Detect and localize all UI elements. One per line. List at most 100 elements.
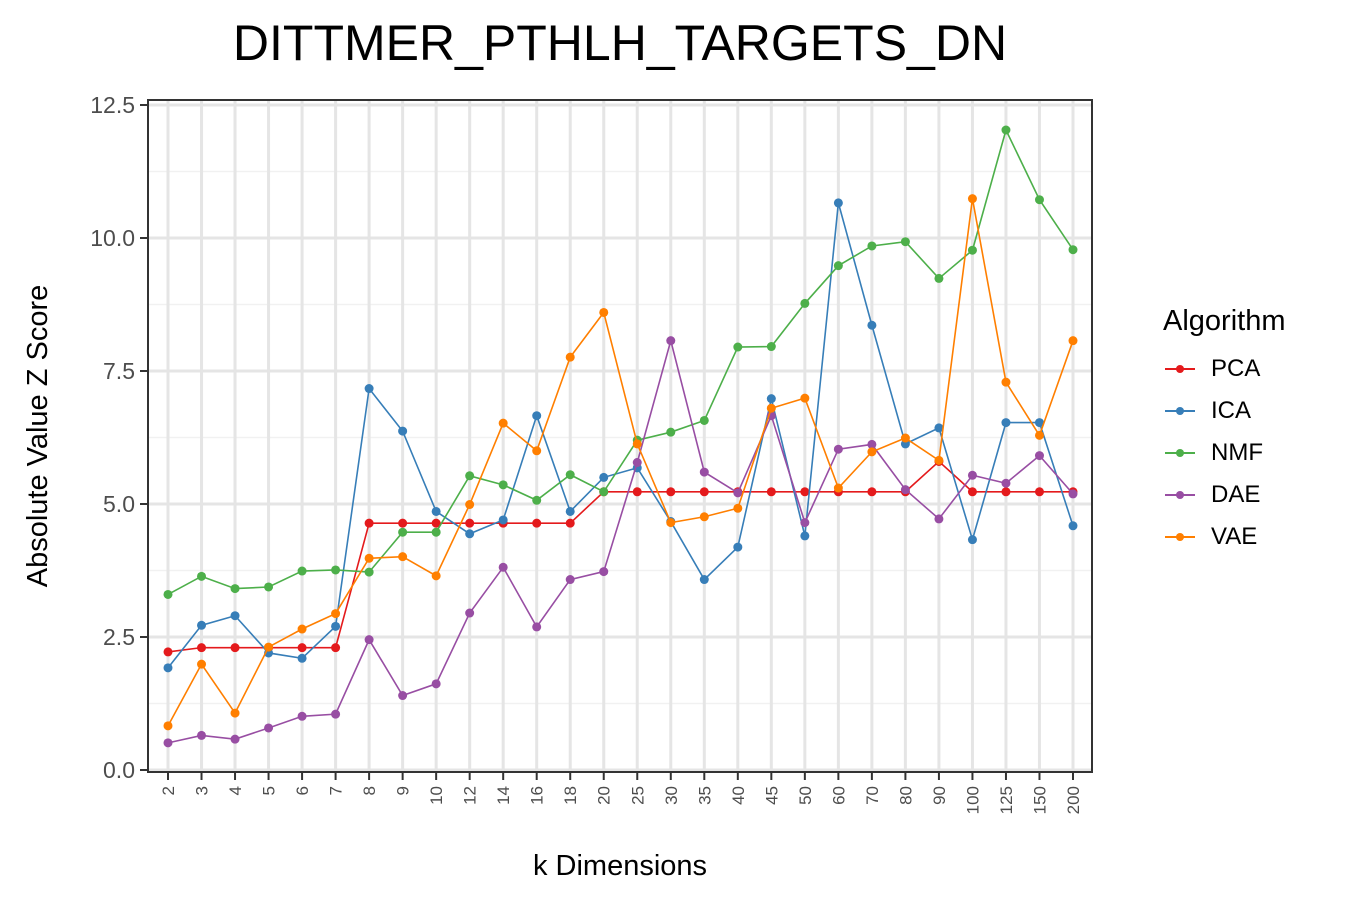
data-point-nmf bbox=[900, 237, 910, 247]
x-tick-label: 10 bbox=[427, 786, 446, 805]
x-tick-label: 6 bbox=[293, 786, 312, 795]
data-point-ica bbox=[1034, 418, 1044, 428]
data-point-ica bbox=[599, 472, 609, 482]
data-point-vae bbox=[230, 708, 240, 718]
data-point-nmf bbox=[599, 487, 609, 497]
data-point-ica bbox=[331, 621, 341, 631]
series-line-nmf bbox=[167, 127, 1074, 596]
data-point-vae bbox=[163, 721, 173, 731]
data-point-vae bbox=[1001, 377, 1011, 387]
data-point-dae bbox=[264, 723, 274, 733]
data-point-vae bbox=[800, 393, 810, 403]
data-point-ica bbox=[733, 542, 743, 552]
data-point-pca bbox=[230, 643, 240, 653]
data-point-dae bbox=[1001, 478, 1011, 488]
data-point-dae bbox=[733, 488, 743, 498]
data-point-nmf bbox=[934, 273, 944, 283]
data-point-nmf bbox=[498, 480, 508, 490]
x-tick-label: 12 bbox=[461, 786, 480, 805]
data-point-nmf bbox=[967, 245, 977, 255]
data-point-dae bbox=[900, 485, 910, 495]
y-tick-label: 5.0 bbox=[103, 491, 135, 517]
data-point-dae bbox=[331, 709, 341, 719]
legend-key bbox=[1163, 443, 1197, 463]
x-tick-label: 50 bbox=[796, 786, 815, 805]
data-point-vae bbox=[565, 352, 575, 362]
data-point-vae bbox=[264, 642, 274, 652]
x-tick-label: 9 bbox=[394, 786, 413, 795]
data-point-ica bbox=[1068, 521, 1078, 531]
legend-key bbox=[1163, 401, 1197, 421]
series-line-ica bbox=[167, 202, 1074, 669]
data-point-nmf bbox=[1068, 245, 1078, 255]
data-point-vae bbox=[900, 433, 910, 443]
data-point-nmf bbox=[465, 471, 475, 481]
x-tick-label: 70 bbox=[863, 786, 882, 805]
y-tick-label: 7.5 bbox=[103, 358, 135, 384]
data-point-ica bbox=[1001, 418, 1011, 428]
legend-key bbox=[1163, 527, 1197, 547]
data-point-nmf bbox=[230, 584, 240, 594]
series-vae bbox=[163, 194, 1078, 731]
data-point-vae bbox=[364, 553, 374, 563]
x-tick-label: 30 bbox=[662, 786, 681, 805]
x-tick-label: 4 bbox=[226, 786, 245, 795]
y-axis-title: Absolute Value Z Score bbox=[22, 285, 54, 588]
data-point-vae bbox=[766, 403, 776, 413]
data-point-vae bbox=[465, 500, 475, 510]
data-point-nmf bbox=[699, 415, 709, 425]
x-tick-label: 3 bbox=[193, 786, 212, 795]
x-tick-label: 16 bbox=[528, 786, 547, 805]
data-point-vae bbox=[833, 483, 843, 493]
x-tick-label: 20 bbox=[595, 786, 614, 805]
data-point-dae bbox=[398, 691, 408, 701]
data-point-ica bbox=[498, 515, 508, 525]
data-point-dae bbox=[163, 738, 173, 748]
data-point-nmf bbox=[431, 527, 441, 537]
data-point-ica bbox=[967, 535, 977, 545]
x-tick-label: 8 bbox=[360, 786, 379, 795]
legend-label: DAE bbox=[1211, 481, 1261, 508]
legend-key bbox=[1163, 359, 1197, 379]
x-tick-label: 2 bbox=[159, 786, 178, 795]
data-point-vae bbox=[934, 455, 944, 465]
x-tick-label: 150 bbox=[1030, 786, 1049, 814]
series-lines bbox=[163, 125, 1078, 748]
data-point-dae bbox=[800, 518, 810, 528]
data-point-vae bbox=[297, 624, 307, 634]
legend-label: NMF bbox=[1211, 439, 1263, 466]
data-point-dae bbox=[967, 470, 977, 480]
data-point-pca bbox=[297, 643, 307, 653]
data-point-nmf bbox=[766, 342, 776, 352]
data-point-pca bbox=[532, 518, 542, 528]
data-point-vae bbox=[431, 571, 441, 581]
data-point-vae bbox=[733, 503, 743, 513]
data-point-pca bbox=[1001, 487, 1011, 497]
data-point-ica bbox=[297, 653, 307, 663]
data-point-pca bbox=[867, 487, 877, 497]
x-tick-label: 7 bbox=[327, 786, 346, 795]
axes: 0.02.55.07.510.012.52 3 4 5 6 7 8 9 10 12 14 16 18 20… bbox=[90, 92, 1083, 814]
data-point-pca bbox=[766, 487, 776, 497]
data-point-pca bbox=[800, 487, 810, 497]
data-point-ica bbox=[431, 506, 441, 516]
data-point-dae bbox=[498, 562, 508, 572]
data-point-vae bbox=[632, 439, 642, 449]
data-point-dae bbox=[867, 439, 877, 449]
x-tick-label: 18 bbox=[561, 786, 580, 805]
legend-item-vae: VAE bbox=[1163, 516, 1286, 558]
grid-lines bbox=[148, 100, 1092, 772]
x-tick-label: 40 bbox=[729, 786, 748, 805]
legend: Algorithm PCA ICA NMF DAE VAE bbox=[1163, 305, 1286, 558]
data-point-nmf bbox=[532, 495, 542, 505]
x-tick-label: 60 bbox=[829, 786, 848, 805]
data-point-dae bbox=[230, 734, 240, 744]
data-point-dae bbox=[599, 567, 609, 577]
x-tick-label: 125 bbox=[997, 786, 1016, 814]
data-point-dae bbox=[632, 458, 642, 468]
data-point-pca bbox=[197, 643, 207, 653]
x-axis-title: k Dimensions bbox=[533, 850, 707, 882]
data-point-dae bbox=[532, 622, 542, 632]
data-point-dae bbox=[666, 336, 676, 346]
data-point-pca bbox=[398, 518, 408, 528]
